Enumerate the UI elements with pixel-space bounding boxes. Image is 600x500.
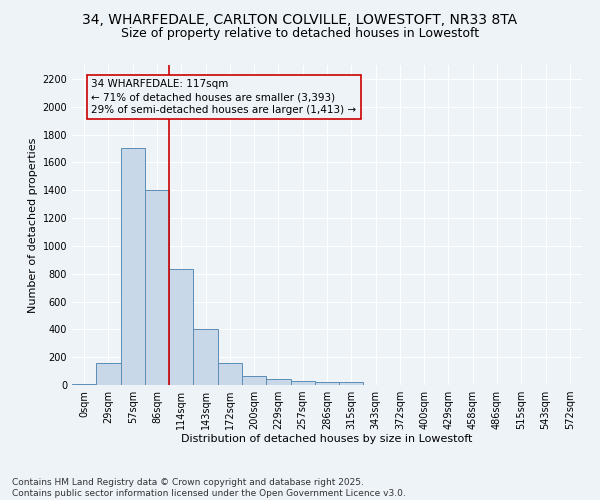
Bar <box>96 364 121 385</box>
Text: Size of property relative to detached houses in Lowestoft: Size of property relative to detached ho… <box>121 28 479 40</box>
Bar <box>339 382 364 385</box>
Bar <box>193 330 218 385</box>
Bar <box>72 384 96 385</box>
Bar <box>145 190 169 385</box>
Bar <box>218 362 242 385</box>
Bar <box>242 376 266 385</box>
Bar <box>266 380 290 385</box>
Text: 34 WHARFEDALE: 117sqm
← 71% of detached houses are smaller (3,393)
29% of semi-d: 34 WHARFEDALE: 117sqm ← 71% of detached … <box>91 79 356 116</box>
Y-axis label: Number of detached properties: Number of detached properties <box>28 138 38 312</box>
Bar <box>121 148 145 385</box>
Text: 34, WHARFEDALE, CARLTON COLVILLE, LOWESTOFT, NR33 8TA: 34, WHARFEDALE, CARLTON COLVILLE, LOWEST… <box>82 12 518 26</box>
Text: Contains HM Land Registry data © Crown copyright and database right 2025.
Contai: Contains HM Land Registry data © Crown c… <box>12 478 406 498</box>
X-axis label: Distribution of detached houses by size in Lowestoft: Distribution of detached houses by size … <box>181 434 473 444</box>
Bar <box>290 381 315 385</box>
Bar <box>169 269 193 385</box>
Bar <box>315 382 339 385</box>
